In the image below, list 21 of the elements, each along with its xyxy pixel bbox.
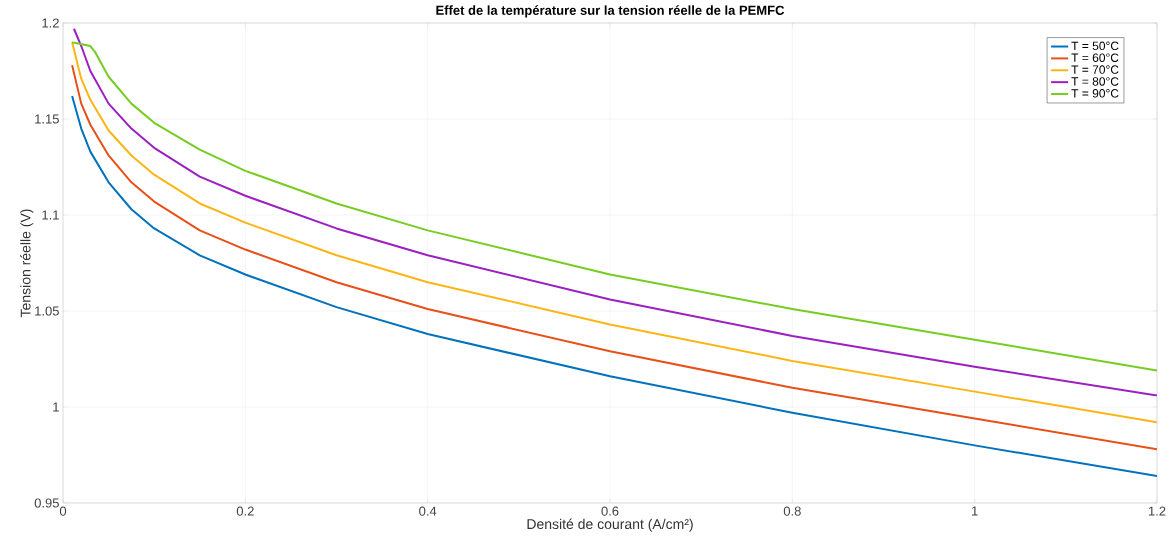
- chart-title: Effet de la température sur la tension réelle de la PEMFC: [436, 5, 785, 18]
- y-tick-label: 1.15: [35, 114, 59, 124]
- y-tick-label: 1.1: [42, 210, 59, 220]
- y-tick-label: 0.95: [34, 498, 59, 508]
- legend-label: T = 50°C: [1071, 41, 1119, 51]
- y-tick-label: 1.05: [35, 306, 59, 316]
- legend-label: T = 90°C: [1071, 89, 1119, 98]
- y-axis-title: Tension réelle (V): [20, 209, 34, 318]
- x-tick-label: 0: [59, 506, 67, 516]
- legend-label: T = 80°C: [1071, 77, 1119, 86]
- legend-label: T = 70°C: [1071, 65, 1119, 74]
- x-tick-label: 0.8: [783, 506, 801, 516]
- x-tick-label: 1.2: [1148, 506, 1166, 516]
- x-tick-label: 1: [972, 506, 978, 516]
- y-tick-label: 1: [53, 402, 59, 412]
- x-tick-label: 0.4: [419, 506, 437, 516]
- x-axis-title: Densité de courant (A/cm²): [527, 518, 693, 532]
- x-tick-label: 0.6: [601, 506, 619, 516]
- legend-label: T = 60°C: [1071, 53, 1119, 62]
- y-tick-label: 1.2: [42, 18, 59, 28]
- x-tick-label: 0.2: [236, 506, 254, 516]
